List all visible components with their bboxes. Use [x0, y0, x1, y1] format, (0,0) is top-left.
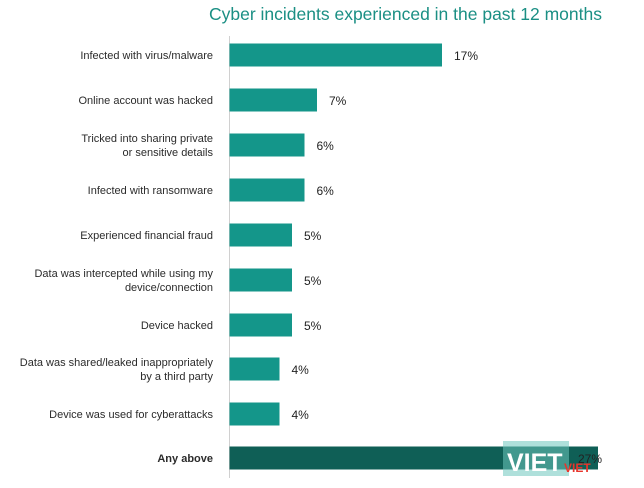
watermark-logo: VIET VIET — [503, 441, 591, 477]
category-label-8: Data was shared/leaked inappropriately by… — [20, 357, 214, 383]
value-label-3: 6% — [317, 139, 335, 153]
bar-5 — [229, 223, 292, 247]
category-label-2: Online account was hacked — [78, 95, 213, 107]
bar-7 — [229, 313, 292, 337]
value-label-2: 7% — [329, 94, 347, 108]
category-label-3: Tricked into sharing private or sensitive… — [81, 133, 213, 159]
category-label-9: Device was used for cyberattacks — [49, 409, 213, 421]
bar-4 — [229, 178, 305, 202]
value-label-8: 4% — [292, 363, 310, 377]
value-label-9: 4% — [292, 408, 310, 422]
category-label-6: Data was intercepted while using my devic… — [34, 268, 213, 294]
bar-3 — [229, 133, 305, 157]
value-label-10: 27% — [578, 452, 602, 466]
value-labels: 17% 7% 6% 6% 5% 5% 5% 4% 4% 27% — [292, 49, 603, 466]
bars-layer — [229, 43, 598, 470]
category-label-7: Device hacked — [141, 320, 213, 332]
value-label-6: 5% — [304, 274, 322, 288]
value-label-5: 5% — [304, 229, 322, 243]
bar-8 — [229, 357, 280, 381]
value-label-1: 17% — [454, 49, 478, 63]
watermark-subtext: VIET — [564, 461, 591, 475]
bar-2 — [229, 88, 317, 112]
watermark-text: VIET — [507, 449, 563, 477]
category-label-1: Infected with virus/malware — [80, 50, 213, 62]
bar-1 — [229, 43, 442, 67]
bar-9 — [229, 402, 280, 426]
category-label-10: Any above — [157, 453, 213, 465]
value-label-4: 6% — [317, 184, 335, 198]
category-label-4: Infected with ransomware — [88, 185, 213, 197]
chart-title: Cyber incidents experienced in the past … — [208, 4, 602, 24]
category-label-5: Experienced financial fraud — [80, 230, 213, 242]
category-labels: Infected with virus/malware Online accoun… — [20, 50, 214, 465]
value-label-7: 5% — [304, 319, 322, 333]
bar-6 — [229, 268, 292, 292]
watermark-badge — [503, 441, 569, 476]
